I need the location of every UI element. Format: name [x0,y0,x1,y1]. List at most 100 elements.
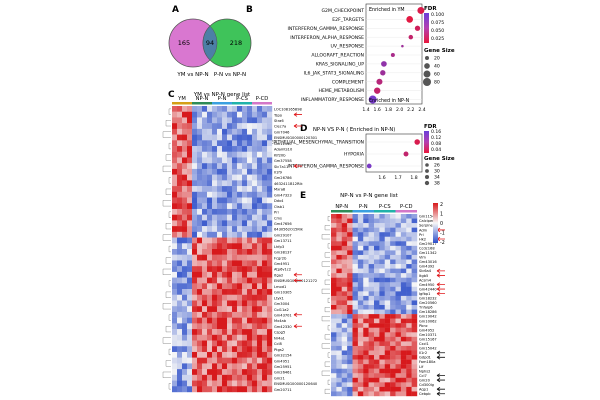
heatmap-cell [257,237,263,244]
heatmap-cell [262,128,268,135]
heatmap-cell [357,341,364,347]
term-label: INTERFERON_ALPHA_RESPONSE [290,35,364,41]
heatmap-cell [363,323,369,328]
heatmap-cell [406,250,412,256]
heatmap-cell [187,243,193,250]
heatmap-cell [267,134,273,141]
gene-label: Gm42330 [274,325,292,329]
heatmap-cell [262,140,268,147]
heatmap-cell [192,311,198,318]
heatmap-cell [192,123,198,130]
heatmap-cell [217,283,223,290]
heatmap-cell [187,346,193,353]
heatmap-cell [379,332,385,338]
heatmap-cell [212,123,218,130]
heatmap-cell [232,357,238,364]
heatmap-cell [262,220,268,227]
heatmap-cell [172,283,178,290]
heatmap-cell [331,282,337,287]
heatmap-cell [400,227,407,233]
heatmap-cell [202,111,208,118]
heatmap-cell [182,243,188,250]
heatmap-cell [172,334,178,341]
heatmap-cell [242,134,248,141]
dotplot-d-frame [365,133,423,173]
gene-label: Gm26786 [274,176,292,180]
heatmap-cell [187,306,193,313]
heatmap-cell [347,268,353,274]
heatmap-cell [352,373,359,378]
heatmap-cell [252,151,258,158]
heatmap-cell [227,163,233,170]
heatmap-cell [222,351,228,358]
heatmap-cell [363,359,369,365]
heatmap-cell [222,186,228,192]
heatmap-cell [207,226,213,233]
heatmap-cell [187,134,193,141]
heatmap-cell [384,305,391,310]
heatmap-cell [187,168,193,175]
heatmap-cell [177,351,183,358]
heatmap-cell [202,329,208,335]
heatmap-cell [352,282,359,287]
heatmap-cell [187,277,193,284]
heatmap-cell [257,323,263,330]
dotplot-d: NP-N VS P-N ( Enriched in NP-N) EPITHELI… [270,124,454,187]
heatmap-cell [262,237,268,244]
heatmap-cell [227,151,233,158]
heatmap-cell [395,332,402,338]
heatmap-cell [187,220,193,227]
heatmap-cell [242,357,248,364]
heatmap-cell [400,318,407,324]
dendrogram-branch [324,225,330,231]
heatmap-cell [217,180,223,187]
heatmap-cell [374,341,380,347]
heatmap-cell [172,380,178,387]
heatmap-cell [357,364,364,369]
heatmap-cell [172,260,178,267]
term-label: INTERFERON_GAMMA_RESPONSE [288,164,365,170]
heatmap-cell [232,363,238,370]
heatmap-cell [232,140,238,147]
heatmap-cell [336,273,342,278]
heatmap-cell [242,260,248,267]
heatmap-cell [182,220,188,227]
heatmap-cell [227,311,233,318]
term-label: COMPLEMENT [332,79,364,85]
dendrogram-branch [327,325,330,331]
dotplot-d-title: NP-N VS P-N ( Enriched in NP-N) [313,127,395,133]
heatmap-cell [182,334,188,341]
heatmap-cell [400,391,407,397]
heatmap-cell [331,223,337,228]
heatmap-cell [336,282,342,287]
heatmap-cell [202,357,208,364]
heatmap-cell [406,332,412,338]
heatmap-cell [212,140,218,147]
heatmap-cell [336,309,342,315]
heatmap-cell [267,174,273,181]
heatmap-cell [368,291,375,297]
heatmap-cell [341,214,348,219]
heatmap-cell [331,250,337,256]
group-color-bar [192,102,212,105]
heatmap-c-row-dendrogram [162,108,171,390]
heatmap-cell [390,382,396,388]
heatmap-cell [247,271,253,278]
heatmap-cell [411,254,418,260]
heatmap-cell [177,369,183,376]
heatmap-cell [347,341,353,347]
heatmap-cell [400,295,407,301]
heatmap-cell [232,186,238,192]
heatmap-cell [341,254,348,260]
gene-label: Pbnc [419,324,428,328]
heatmap-cell [384,350,391,356]
heatmap-cell [252,340,258,347]
heatmap-cell [217,123,223,130]
heatmap-cell [357,323,364,328]
gene-label: Gm15167 [419,337,437,341]
heatmap-cell [197,340,203,347]
heatmap-cell [368,350,375,356]
heatmap-cell [222,374,228,381]
